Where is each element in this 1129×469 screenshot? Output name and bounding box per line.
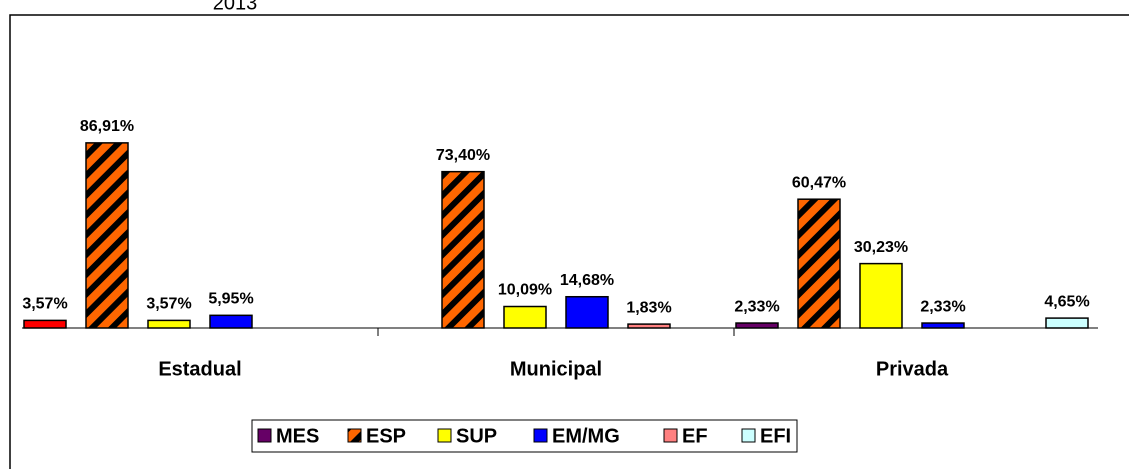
bar	[735, 322, 779, 329]
legend-swatch	[347, 428, 362, 443]
bar	[859, 262, 903, 329]
legend-label: MES	[276, 425, 319, 447]
data-label: 3,57%	[22, 296, 67, 313]
bar	[23, 319, 67, 329]
bar	[147, 319, 191, 329]
legend-box	[251, 419, 798, 453]
legend-swatch	[257, 428, 272, 443]
bar	[209, 314, 253, 329]
data-label: 2,33%	[920, 298, 965, 315]
bar	[1045, 317, 1089, 329]
x-tick-label: Municipal	[510, 358, 602, 380]
x-tick-label: Privada	[876, 358, 949, 380]
legend-label: EM/MG	[552, 425, 620, 447]
x-tick-label: Estadual	[158, 358, 241, 380]
chart-title: 2013	[213, 0, 258, 14]
legend-label: EF	[682, 425, 708, 447]
data-label: 60,47%	[792, 174, 846, 191]
legend-label: SUP	[456, 425, 497, 447]
legend-swatch	[741, 428, 756, 443]
bar	[85, 142, 129, 329]
chart-frame	[9, 14, 1129, 469]
legend-swatch	[533, 428, 548, 443]
data-label: 3,57%	[146, 296, 191, 313]
bar	[441, 170, 485, 329]
legend-label: EFI	[760, 425, 791, 447]
bar	[565, 295, 609, 329]
data-label: 30,23%	[854, 239, 908, 256]
data-label: 73,40%	[436, 147, 490, 164]
bar	[797, 198, 841, 329]
bar	[503, 305, 547, 329]
legend-swatch	[437, 428, 452, 443]
data-label: 86,91%	[80, 118, 134, 135]
legend-swatch	[663, 428, 678, 443]
bar	[627, 323, 671, 329]
data-label: 1,83%	[626, 299, 671, 316]
bar	[921, 322, 965, 329]
data-label: 10,09%	[498, 282, 552, 299]
data-label: 5,95%	[208, 291, 253, 308]
data-label: 2,33%	[734, 298, 779, 315]
data-label: 14,68%	[560, 272, 614, 289]
data-label: 4,65%	[1044, 293, 1089, 310]
legend-label: ESP	[366, 425, 406, 447]
